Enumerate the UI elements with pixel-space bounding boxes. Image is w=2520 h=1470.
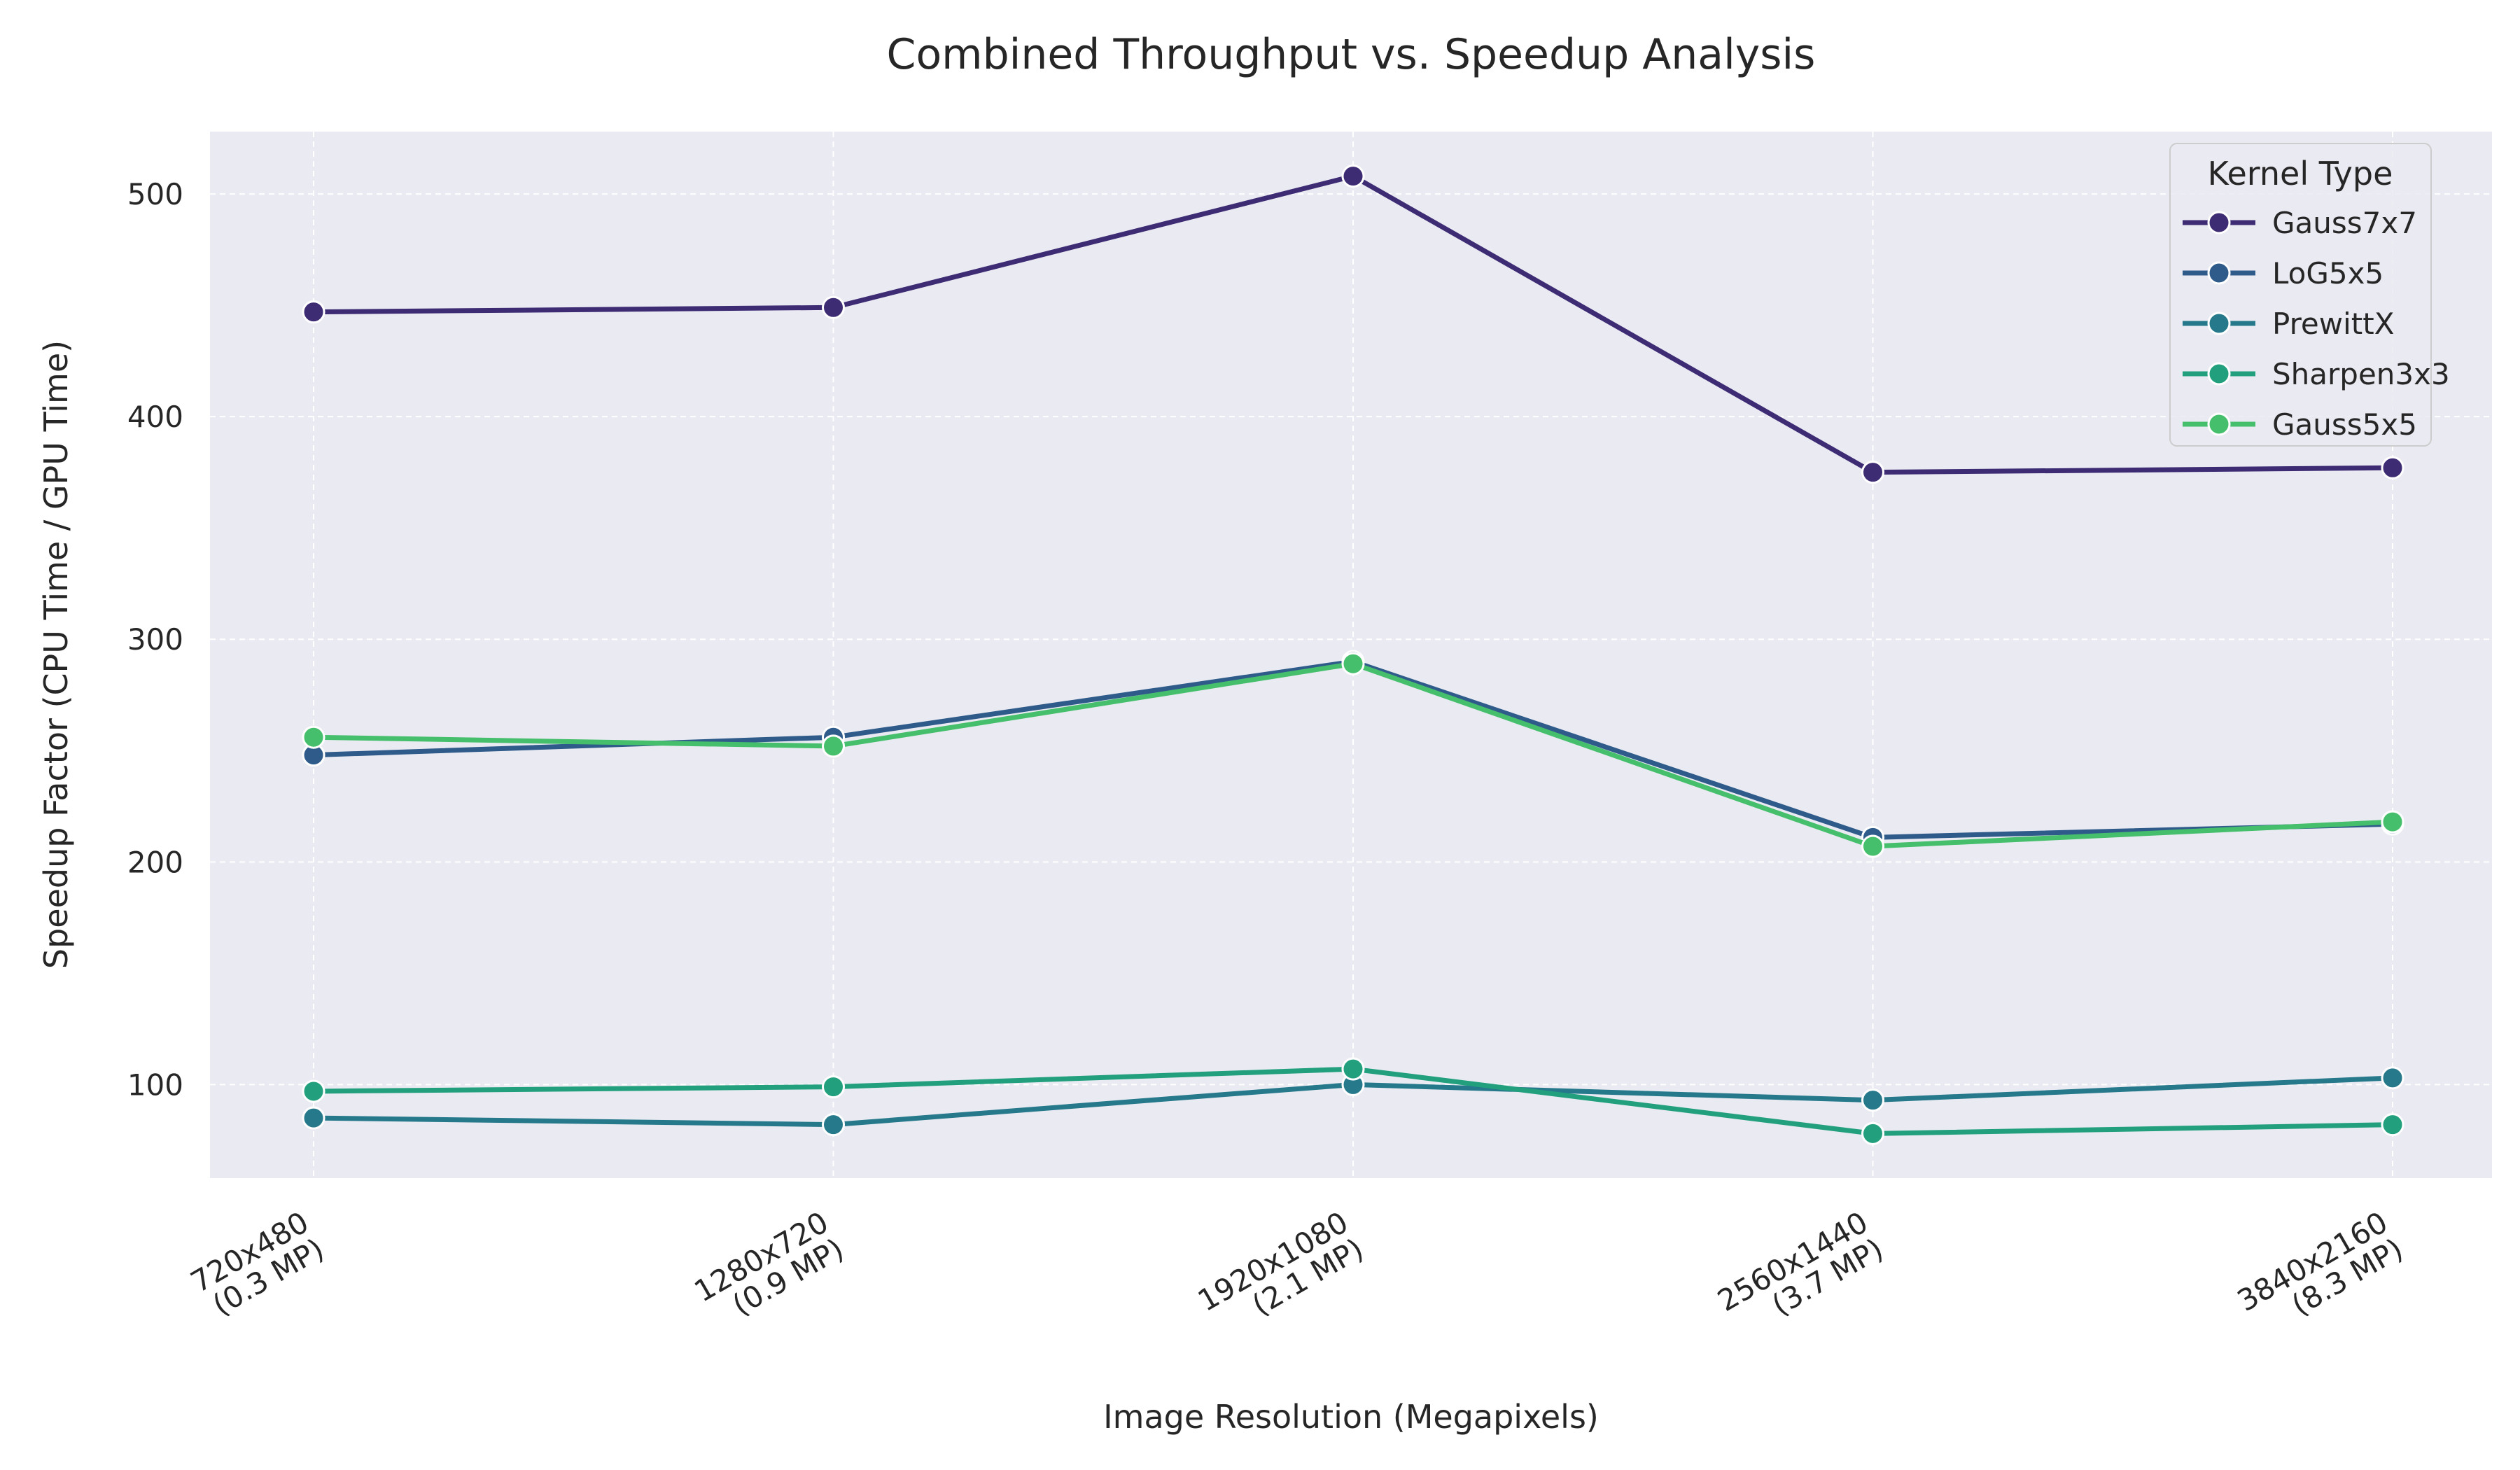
legend-label: LoG5x5 xyxy=(2272,256,2384,290)
legend-item-gauss7x7: Gauss7x7 xyxy=(2183,206,2417,240)
legend: Kernel Type Gauss7x7 LoG5x5 PrewittX Sharpe… xyxy=(2169,143,2450,447)
data-point xyxy=(1341,1057,1365,1081)
series-layer xyxy=(302,164,2404,1145)
data-point xyxy=(822,1113,845,1137)
data-point xyxy=(302,725,326,749)
data-point xyxy=(822,1075,845,1099)
legend-marker xyxy=(2207,312,2231,335)
y-tick-label: 400 xyxy=(127,400,183,434)
data-point xyxy=(1341,164,1365,188)
y-tick-label: 300 xyxy=(127,622,183,657)
x-axis-label: Image Resolution (Megapixels) xyxy=(1103,1398,1599,1436)
data-point xyxy=(302,300,326,324)
y-axis-label: Speedup Factor (CPU Time / GPU Time) xyxy=(37,340,75,969)
series-sharpen3x3 xyxy=(302,1057,2404,1145)
y-tick-label: 500 xyxy=(127,177,183,211)
series-gauss5x5 xyxy=(302,652,2404,858)
data-point xyxy=(1861,834,1884,858)
legend-marker xyxy=(2207,211,2231,234)
legend-item-gauss5x5: Gauss5x5 xyxy=(2183,407,2417,442)
legend-marker xyxy=(2207,412,2231,436)
legend-label: Sharpen3x3 xyxy=(2272,357,2450,391)
legend-label: Gauss7x7 xyxy=(2272,206,2417,240)
chart-title: Combined Throughput vs. Speedup Analysis xyxy=(887,30,1816,79)
legend-item-sharpen3x3: Sharpen3x3 xyxy=(2183,357,2450,391)
legend-marker xyxy=(2207,362,2231,386)
series-gauss7x7 xyxy=(302,164,2404,484)
legend-item-log5x5: LoG5x5 xyxy=(2183,256,2384,290)
legend-marker xyxy=(2207,261,2231,285)
y-tick-label: 200 xyxy=(127,845,183,879)
data-point xyxy=(2381,810,2404,834)
series-prewittx xyxy=(302,1066,2404,1137)
data-point xyxy=(822,734,845,758)
y-tick-label: 100 xyxy=(127,1068,183,1102)
data-point xyxy=(1861,1088,1884,1112)
legend-label: Gauss5x5 xyxy=(2272,407,2417,442)
legend-box xyxy=(2169,143,2432,447)
data-point xyxy=(2381,1066,2404,1090)
legend-item-prewittx: PrewittX xyxy=(2183,307,2395,341)
legend-label: PrewittX xyxy=(2272,307,2395,341)
data-point xyxy=(822,295,845,319)
data-point xyxy=(2381,1113,2404,1137)
data-point xyxy=(1861,461,1884,484)
data-point xyxy=(2381,456,2404,479)
data-point xyxy=(1861,1121,1884,1145)
legend-title: Kernel Type xyxy=(2208,155,2393,192)
data-point xyxy=(302,1079,326,1103)
data-point xyxy=(302,1106,326,1130)
data-point xyxy=(1341,652,1365,676)
